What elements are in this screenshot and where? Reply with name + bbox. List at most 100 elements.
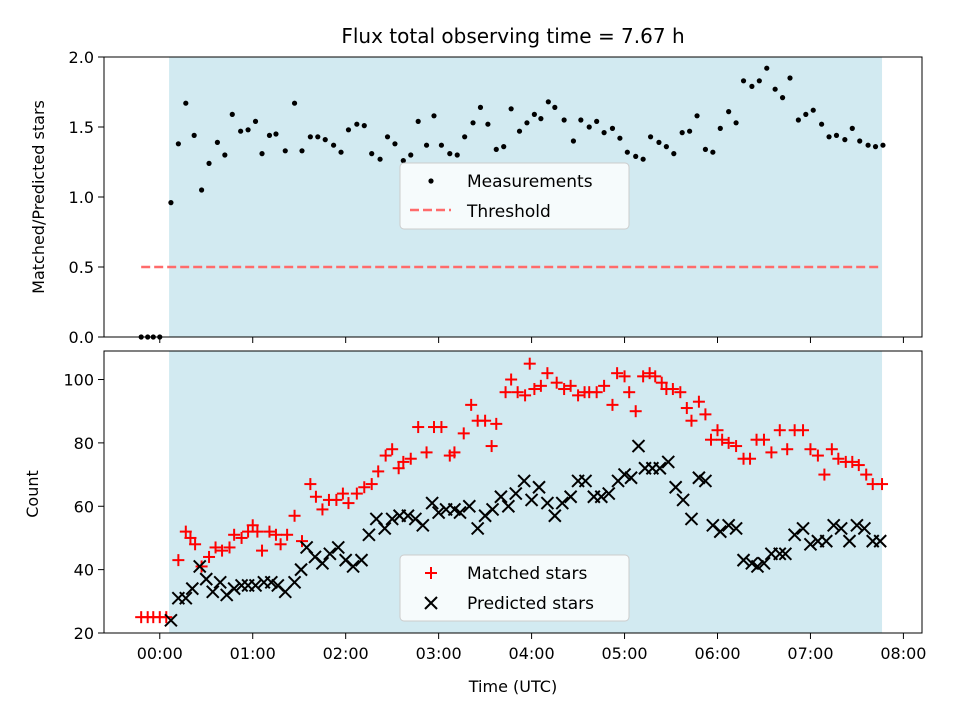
measurement-point [679,130,685,136]
measurement-point [291,100,298,106]
matched-star-point [420,446,433,459]
measurement-point [477,104,484,110]
measurement-point [377,156,383,162]
measurement-point [206,160,212,166]
measurement-point [733,120,739,126]
measurement-point [282,148,288,154]
matched-star-point [523,357,536,370]
measurement-point [447,151,453,157]
matched-star-point [336,487,349,500]
matched-star-point [274,538,287,551]
x-tick-label: 06:00 [694,644,740,663]
predicted-star-point [264,575,279,590]
predicted-star-point [713,524,727,539]
matched-star-point [876,478,889,491]
predicted-star-point [425,496,439,510]
measurement-point [175,141,181,147]
predicted-star-point [803,537,818,551]
x-axis-label: Time (UTC) [468,677,557,696]
measurement-point [717,125,723,131]
measurement-point [594,118,600,124]
bottom-y-axis-label: Count [23,470,42,518]
predicted-star-point [227,581,241,596]
matched-star-point [680,402,693,415]
top-tick-marks: 0.0 0.5 1.0 1.5 2.0 [69,48,904,347]
top-y-axis-label: Matched/Predicted stars [29,100,48,294]
bottom-axes: 20 40 60 80 100 00:00 01:00 02:00 03:00 04:00 05:0… [23,350,926,696]
matched-star-point [558,383,571,396]
matched-star-point [598,379,611,392]
measurement-point [462,134,468,140]
predicted-star-point [453,505,467,520]
matched-star-point [295,535,308,548]
matched-star-point [511,386,524,399]
predicted-star-point [206,585,220,599]
matched-star-point [692,395,705,408]
matched-star-point [618,370,631,383]
matched-star-point [649,370,662,383]
matched-star-point [655,376,668,389]
measurement-point [299,148,305,154]
measurement-point [764,65,770,71]
chart-title: Flux total observing time = 7.67 h [341,24,684,48]
predicted-star-point [362,528,376,542]
measurement-point [772,86,778,92]
measurement-point [384,134,391,140]
predicted-star-point [842,534,857,548]
top-legend-box [399,162,630,230]
matched-star-point [716,433,729,446]
measurement-point [749,83,755,89]
measurement-point [531,111,537,117]
predicted-star-point [294,562,308,577]
predicted-star-point [517,474,531,488]
matched-star-point [392,462,405,475]
top-y-tick-label: 1.0 [69,188,94,207]
measurement-point [252,118,259,124]
legend-threshold-label: Threshold [466,202,551,222]
bottom-legend: Matched stars Predicted stars [399,554,630,622]
matched-star-point [479,414,492,427]
predicted-star-point [524,493,539,507]
predicted-star-point [850,518,864,532]
measurement-point [601,130,607,136]
matched-star-point [757,433,770,446]
x-tick-label: 08:00 [880,644,926,663]
matched-star-point [781,443,794,456]
matched-star-point [804,443,817,456]
matched-star-point [281,528,294,541]
measurement-point [338,149,344,155]
measurement-point [431,113,437,119]
measurement-point [354,121,360,127]
bottom-y-tick-label: 60 [74,497,94,516]
measurement-point [671,151,677,157]
measurement-point [214,139,221,145]
predicted-star-point [698,474,713,488]
matched-star-point [309,490,322,503]
matched-star-point [704,433,717,446]
top-axes: 0.0 0.5 1.0 1.5 2.0 Flux total observing tim… [29,24,923,347]
matched-star-point [404,452,417,465]
matched-star-point [505,373,518,386]
measurement-point [369,151,375,157]
legend-predicted-swatch [424,596,438,610]
measurement-point [199,187,205,193]
predicted-star-point [736,553,751,567]
matched-star-point [386,443,399,456]
measurement-point [415,118,421,124]
predicted-star-point [470,521,485,536]
matched-star-point [457,427,470,440]
measurement-point [516,128,523,134]
matched-star-point [251,525,264,538]
matched-star-point [744,452,757,465]
matched-star-point [256,544,269,557]
top-y-tick-label: 0.0 [69,328,94,347]
predicted-star-point [540,496,555,510]
predicted-star-point [676,493,690,507]
matched-star-point [330,493,343,506]
measurement-point [624,149,630,155]
matched-star-point [263,525,276,538]
measurement-point [633,153,639,159]
predicted-star-point [750,559,765,574]
predicted-star-point [416,518,430,532]
bottom-y-tick-label: 100 [63,371,94,390]
